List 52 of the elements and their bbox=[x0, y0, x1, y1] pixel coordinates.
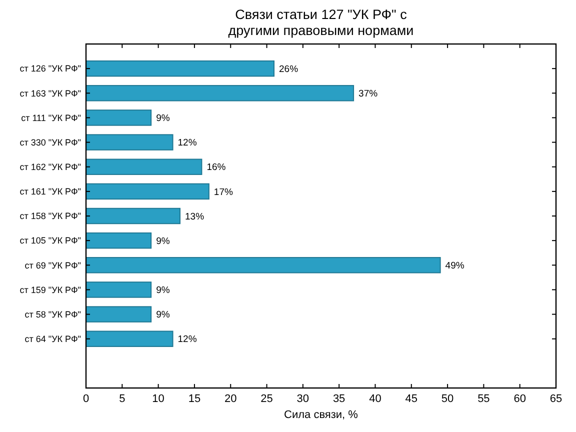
bar bbox=[86, 183, 210, 200]
y-tick-label: ст 162 "УК РФ" bbox=[20, 162, 81, 172]
x-tick-label: 40 bbox=[369, 393, 382, 405]
bar bbox=[86, 330, 174, 347]
data-label: 12% bbox=[178, 334, 198, 346]
bar bbox=[86, 85, 354, 102]
x-tick-label: 0 bbox=[82, 393, 90, 405]
x-tick-label: 50 bbox=[441, 393, 454, 405]
x-tick-label: 35 bbox=[332, 393, 346, 405]
bar bbox=[86, 110, 152, 126]
x-tick-label: 25 bbox=[260, 393, 273, 405]
data-label: 37% bbox=[358, 88, 378, 100]
y-tick-label: ст 105 "УК РФ" bbox=[20, 236, 81, 246]
x-axis-title: Сила связи, % bbox=[284, 409, 358, 421]
y-tick-label: ст 163 "УК РФ" bbox=[20, 88, 81, 98]
x-tick-label: 60 bbox=[514, 393, 526, 405]
bar bbox=[86, 158, 202, 175]
data-label: 9% bbox=[156, 285, 170, 296]
chart-title: Связи статьи 127 "УК РФ" с другими правовыми нормами bbox=[228, 7, 414, 38]
x-tick-label: 5 bbox=[119, 393, 126, 405]
y-tick-label: ст 58 "УК РФ" bbox=[24, 309, 81, 320]
x-tick-label: 45 bbox=[405, 393, 418, 405]
y-tick-label: ст 111 "УК РФ" bbox=[21, 112, 81, 123]
bar bbox=[86, 232, 152, 249]
y-tick-label: ст 158 "УК РФ" bbox=[20, 211, 81, 222]
data-label: 17% bbox=[214, 186, 234, 198]
y-tick-label: ст 64 "УК РФ" bbox=[24, 334, 81, 344]
data-label: 49% bbox=[445, 260, 465, 272]
x-tick-label: 15 bbox=[188, 393, 201, 405]
bar bbox=[86, 60, 274, 77]
x-tick-label: 10 bbox=[152, 393, 164, 405]
data-label: 9% bbox=[156, 113, 170, 124]
x-tick-label: 20 bbox=[224, 393, 237, 405]
data-label: 9% bbox=[156, 310, 170, 321]
data-label: 26% bbox=[279, 64, 299, 75]
data-label: 16% bbox=[206, 162, 226, 174]
y-tick-label: ст 69 "УК РФ" bbox=[24, 260, 81, 270]
y-tick-label: ст 161 "УК РФ" bbox=[20, 186, 81, 197]
y-tick-label: ст 330 "УК РФ" bbox=[20, 137, 81, 148]
x-tick-label: 30 bbox=[296, 393, 310, 405]
x-tick-label: 65 bbox=[550, 393, 562, 405]
y-tick-label: ст 126 "УК РФ" bbox=[20, 64, 81, 74]
y-tick-label: ст 159 "УК РФ" bbox=[20, 284, 81, 295]
x-tick-label: 55 bbox=[478, 393, 490, 405]
data-label: 13% bbox=[185, 211, 205, 222]
bar bbox=[86, 257, 441, 274]
bar bbox=[86, 134, 174, 150]
bar bbox=[86, 282, 152, 298]
bar bbox=[86, 208, 180, 224]
data-label: 9% bbox=[156, 236, 170, 247]
data-label: 12% bbox=[178, 138, 198, 149]
bar bbox=[86, 306, 152, 322]
